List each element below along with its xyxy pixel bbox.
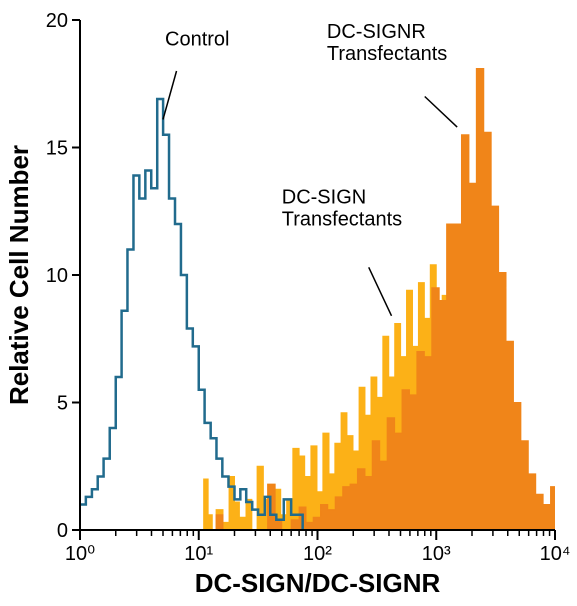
x-tick-label: 10⁴ bbox=[540, 543, 571, 565]
annotation-control: Control bbox=[165, 29, 229, 51]
y-tick-label: 10 bbox=[46, 265, 68, 287]
annotation-line-dcsignr bbox=[425, 97, 457, 128]
x-tick-label: 10³ bbox=[422, 543, 451, 565]
annotation-line-control bbox=[163, 71, 177, 119]
series-dcsignr bbox=[199, 68, 555, 530]
y-tick-label: 20 bbox=[46, 10, 68, 32]
x-tick-label: 10² bbox=[303, 543, 332, 565]
annotation-dcsign: DC-SIGNTransfectants bbox=[282, 187, 402, 231]
series-control bbox=[80, 99, 303, 530]
x-axis-label: DC-SIGN/DC-SIGNR bbox=[195, 568, 441, 598]
y-tick-label: 5 bbox=[57, 393, 68, 415]
y-tick-label: 0 bbox=[57, 520, 68, 542]
y-axis-label: Relative Cell Number bbox=[4, 145, 34, 405]
chart-svg: 10⁰ 10¹ 10² 10³ 10⁴ 0 5 10 15 20 DC-SIGN/DC-SIGNR R… bbox=[0, 0, 577, 606]
annotation-dcsignr: DC-SIGNRTransfectants bbox=[327, 21, 447, 65]
x-tick-label: 10¹ bbox=[184, 543, 213, 565]
y-tick-label: 15 bbox=[46, 138, 68, 160]
annotation-line-dcsign bbox=[369, 267, 392, 315]
flow-histogram-chart: 10⁰ 10¹ 10² 10³ 10⁴ 0 5 10 15 20 DC-SIGN/DC-SIGNR R… bbox=[0, 0, 577, 606]
x-tick-label: 10⁰ bbox=[65, 543, 95, 565]
